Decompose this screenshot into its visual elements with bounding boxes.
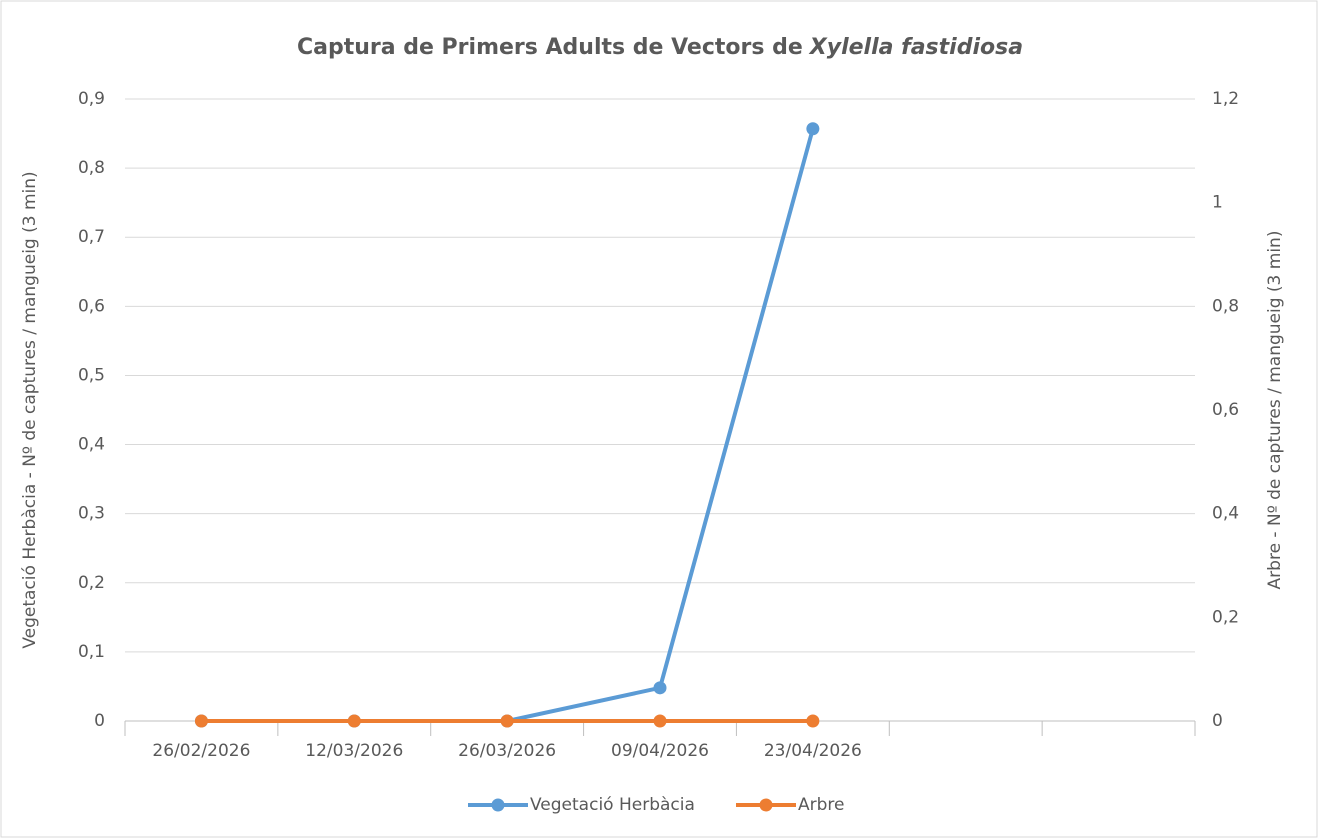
series-marker xyxy=(500,714,514,728)
series-marker xyxy=(806,714,820,728)
y2-tick-label: 1 xyxy=(1212,193,1223,213)
y-tick-label: 0,9 xyxy=(78,89,105,109)
y2-tick-label: 0,8 xyxy=(1212,296,1239,316)
y-axis-label: Vegetació Herbàcia - Nº de captures / ma… xyxy=(20,171,40,648)
y2-axis-label: Arbre - Nº de captures / mangueig (3 min… xyxy=(1265,231,1285,590)
y2-tick-label: 1,2 xyxy=(1212,89,1239,109)
y-tick-label: 0 xyxy=(94,711,105,731)
x-tick-label: 09/04/2026 xyxy=(611,741,709,761)
series-marker xyxy=(653,681,667,695)
series-marker xyxy=(653,714,667,728)
y2-tick-label: 0,6 xyxy=(1212,400,1239,420)
title-text: Captura de Primers Adults de Vectors de xyxy=(297,35,803,60)
y2-tick-label: 0,2 xyxy=(1212,607,1239,627)
y2-tick-label: 0 xyxy=(1212,711,1223,731)
y-tick-label: 0,4 xyxy=(78,435,105,455)
legend-marker xyxy=(491,798,505,812)
y2-tick-label: 0,4 xyxy=(1212,504,1239,524)
chart-title: Captura de Primers Adults de Vectors de X… xyxy=(297,35,1023,60)
series-marker xyxy=(194,714,208,728)
y-tick-label: 0,3 xyxy=(78,504,105,524)
y-tick-label: 0,6 xyxy=(78,296,105,316)
y-tick-label: 0,8 xyxy=(78,158,105,178)
y-tick-label: 0,1 xyxy=(78,642,105,662)
series-marker xyxy=(347,714,361,728)
title-italic: Xylella fastidiosa xyxy=(808,35,1023,60)
y-tick-label: 0,7 xyxy=(78,227,105,247)
legend-label: Vegetació Herbàcia xyxy=(530,795,695,815)
x-tick-label: 12/03/2026 xyxy=(305,741,403,761)
legend-marker xyxy=(759,798,773,812)
y-tick-label: 0,5 xyxy=(78,365,105,385)
y-tick-label: 0,2 xyxy=(78,573,105,593)
x-tick-label: 26/03/2026 xyxy=(458,741,556,761)
x-tick-label: 26/02/2026 xyxy=(152,741,250,761)
x-tick-label: 23/04/2026 xyxy=(764,741,862,761)
series-marker xyxy=(806,122,820,136)
legend-label: Arbre xyxy=(798,795,844,815)
